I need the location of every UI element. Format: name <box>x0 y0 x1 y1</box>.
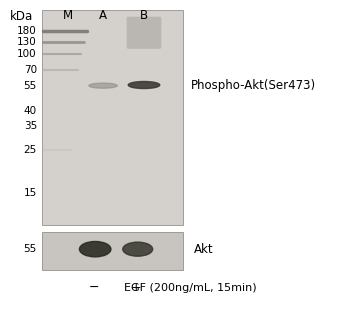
Ellipse shape <box>89 83 117 88</box>
FancyBboxPatch shape <box>42 10 184 225</box>
Text: 70: 70 <box>24 65 37 75</box>
Text: 55: 55 <box>24 80 37 91</box>
Text: Akt: Akt <box>194 243 214 256</box>
Ellipse shape <box>123 242 153 256</box>
Ellipse shape <box>128 81 160 89</box>
FancyBboxPatch shape <box>127 17 161 49</box>
Text: +: + <box>131 281 141 294</box>
Text: 35: 35 <box>24 121 37 131</box>
Text: 40: 40 <box>24 106 37 116</box>
Text: 55: 55 <box>24 244 37 254</box>
Text: 130: 130 <box>17 37 37 47</box>
FancyBboxPatch shape <box>42 232 184 270</box>
Text: −: − <box>88 281 99 294</box>
Ellipse shape <box>79 242 111 257</box>
Text: EGF (200ng/mL, 15min): EGF (200ng/mL, 15min) <box>123 283 256 293</box>
Text: 100: 100 <box>17 49 37 59</box>
Text: 15: 15 <box>24 188 37 198</box>
Text: M: M <box>63 9 73 22</box>
Text: kDa: kDa <box>9 10 33 23</box>
Text: B: B <box>140 9 148 22</box>
Text: 180: 180 <box>17 26 37 36</box>
Text: 25: 25 <box>24 145 37 155</box>
Text: A: A <box>99 9 107 22</box>
Text: Phospho-Akt(Ser473): Phospho-Akt(Ser473) <box>191 79 316 92</box>
